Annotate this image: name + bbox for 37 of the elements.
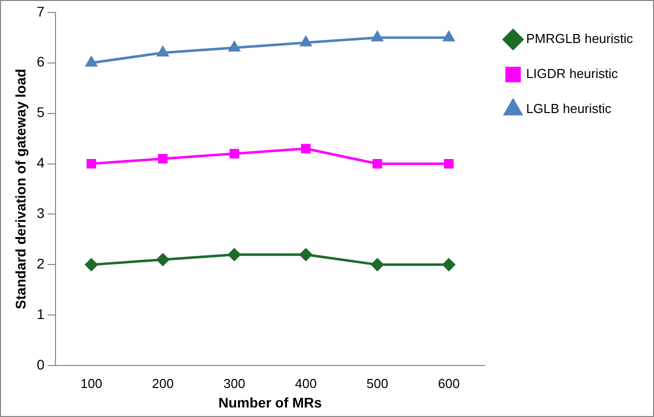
y-tick-label: 5 [36, 104, 45, 120]
x-tick-label: 300 [223, 376, 246, 391]
legend-label: LIGDR heuristic [526, 66, 618, 82]
point [156, 253, 170, 266]
point [372, 31, 383, 42]
point [158, 154, 168, 164]
point [230, 148, 240, 158]
point [85, 258, 98, 271]
point [228, 248, 241, 261]
point [300, 36, 312, 46]
y-axis-title: Standard derivation of gateway load [12, 68, 28, 310]
x-tick-label: 200 [152, 376, 174, 391]
y-tick-label: 3 [36, 205, 45, 222]
point [371, 258, 384, 271]
x-tick-label: 100 [80, 376, 102, 391]
point [300, 248, 312, 261]
x-tick-label: 400 [294, 376, 317, 391]
point [157, 46, 168, 57]
point [444, 158, 454, 169]
point [86, 56, 97, 67]
point [372, 158, 382, 169]
point [301, 144, 311, 154]
y-tick-label: 7 [36, 3, 45, 20]
y-tick-label: 4 [36, 154, 45, 171]
y-tick-label: 2 [36, 256, 45, 272]
x-tick-label: 600 [438, 376, 460, 391]
point [443, 31, 454, 42]
x-axis-title: Number of MRs [218, 394, 322, 410]
point [442, 258, 456, 271]
y-tick-label: 1 [36, 306, 45, 322]
x-tick-label: 500 [366, 376, 388, 391]
point [228, 41, 240, 52]
y-tick-label: 0 [36, 356, 45, 372]
legend-label: LGLB heuristic [526, 101, 612, 116]
y-tick-label: 6 [36, 54, 45, 70]
point [86, 158, 96, 169]
legend-label: PMRGLB heuristic [526, 31, 634, 46]
